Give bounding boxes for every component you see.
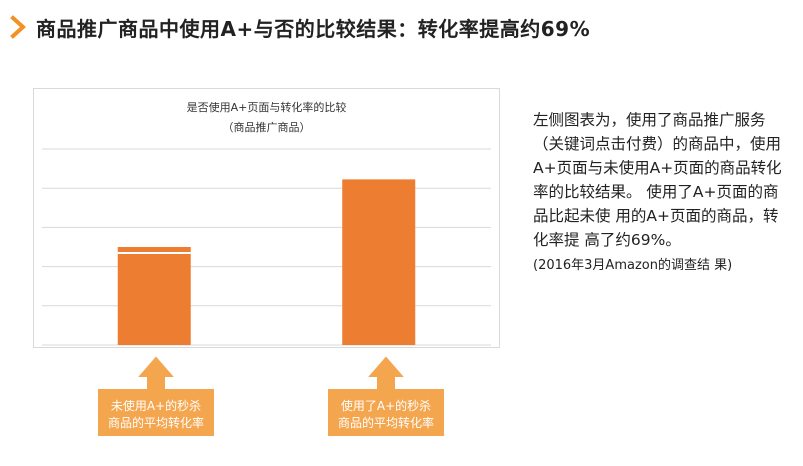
chart-subtitle: （商品推广商品） (222, 121, 311, 134)
up-arrow-callout-shape (326, 353, 446, 438)
up-arrow-callout-shape (96, 353, 216, 438)
callout-line-2: 商品的平均转化率 (107, 416, 204, 430)
chart-title: 是否使用A+页面与转化率的比较 (186, 101, 347, 114)
page-header: 商品推广商品中使用A+与否的比较结果：转化率提高约69% (8, 10, 590, 44)
description-text: 左侧图表为，使用了商品推广服务（关键词点击付费）的商品中，使用A+页面与未使用A… (533, 111, 782, 249)
callout-line-1: 使用了A+的秒杀 (340, 399, 432, 413)
bar-chart (42, 148, 491, 346)
callout-line-1: 未使用A+的秒杀 (110, 399, 202, 413)
callout-label: 未使用A+的秒杀 商品的平均转化率 (94, 398, 218, 432)
bar-2 (342, 179, 416, 345)
callout-with-aplus: 使用了A+的秒杀 商品的平均转化率 (324, 352, 448, 440)
page-title: 商品推广商品中使用A+与否的比较结果：转化率提高约69% (36, 16, 591, 41)
chevron-right-icon (10, 15, 26, 39)
callout-without-aplus: 未使用A+的秒杀 商品的平均转化率 (94, 352, 218, 440)
description-panel: 左侧图表为，使用了商品推广服务（关键词点击付费）的商品中，使用A+页面与未使用A… (533, 108, 789, 276)
source-note: (2016年3月Amazon的调查结 果) (533, 258, 733, 273)
bar-1 (117, 247, 191, 345)
chart-container: 是否使用A+页面与转化率的比较 （商品推广商品） (33, 88, 500, 348)
callout-line-2: 商品的平均转化率 (337, 416, 434, 430)
callout-label: 使用了A+的秒杀 商品的平均转化率 (324, 398, 448, 432)
